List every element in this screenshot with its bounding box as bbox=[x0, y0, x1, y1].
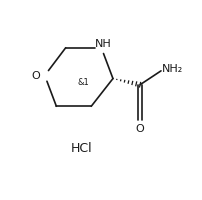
Text: NH: NH bbox=[94, 39, 111, 49]
Text: &1: &1 bbox=[77, 78, 88, 87]
Text: O: O bbox=[32, 71, 40, 81]
Text: HCl: HCl bbox=[70, 142, 92, 155]
Text: NH₂: NH₂ bbox=[161, 63, 182, 73]
Text: O: O bbox=[134, 123, 143, 133]
